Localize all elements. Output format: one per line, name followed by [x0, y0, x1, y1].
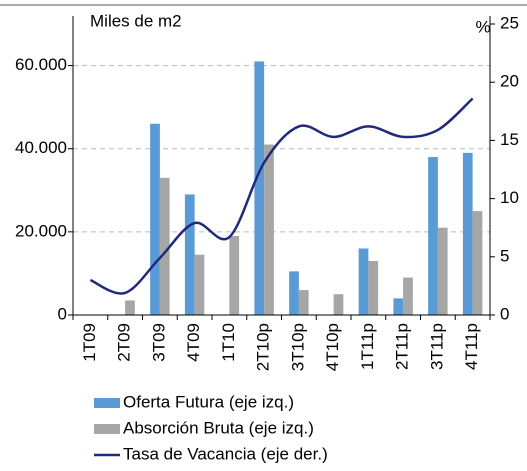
bar	[254, 61, 265, 315]
x-tick-label: 2T10p	[254, 323, 273, 371]
bar	[358, 248, 369, 315]
legend-swatch	[94, 398, 120, 408]
x-tick-label: 1T11p	[358, 323, 377, 370]
bar	[194, 254, 205, 315]
bar	[368, 260, 379, 315]
x-tick-label: 3T10p	[288, 323, 307, 371]
bar	[264, 144, 274, 315]
legend-label: Absorción Bruta (eje izq.)	[123, 418, 314, 437]
x-tick-label: 1T09	[80, 323, 99, 362]
line	[89, 97, 474, 295]
bar	[289, 271, 299, 315]
x-tick-label: 4T10p	[323, 323, 342, 371]
y2-tick-label: 15	[500, 130, 519, 149]
y-axis-label: Miles de m2	[90, 11, 182, 30]
bar	[333, 294, 344, 315]
x-tick-label: 4T09	[184, 323, 203, 362]
bar	[462, 152, 473, 315]
x-tick-label: 1T10	[219, 323, 238, 362]
bar	[150, 123, 160, 316]
x-tick-label: 3T09	[149, 323, 168, 362]
bar	[437, 227, 448, 315]
legend-swatch	[94, 424, 120, 434]
bar	[472, 211, 483, 315]
y-tick-label: 20.000	[15, 221, 67, 240]
y-tick-label: 60.000	[15, 55, 67, 74]
bar	[184, 194, 195, 315]
legend-label: Tasa de Vacancia (eje der.)	[123, 444, 328, 463]
x-tick-label: 2T09	[115, 323, 134, 362]
bar	[229, 236, 240, 315]
bar	[125, 300, 135, 315]
bar	[428, 157, 438, 315]
y-tick-label: 40.000	[15, 138, 67, 157]
legend-label: Oferta Futura (eje izq.)	[123, 392, 294, 411]
bar	[159, 177, 170, 315]
x-tick-label: 2T11p	[393, 323, 412, 370]
y-tick-label: 0	[58, 304, 67, 323]
y2-tick-label: 5	[500, 246, 509, 265]
y2-tick-label: 25	[500, 13, 519, 32]
y2-tick-label: 20	[500, 72, 519, 91]
y2-axis-label: %	[475, 17, 490, 36]
x-tick-label: 4T11p	[462, 323, 481, 370]
y2-tick-label: 0	[500, 304, 509, 323]
bar	[393, 298, 404, 315]
bar	[403, 277, 413, 315]
bar	[298, 290, 309, 315]
y2-tick-label: 10	[500, 188, 519, 207]
x-tick-label: 3T11p	[427, 323, 446, 370]
